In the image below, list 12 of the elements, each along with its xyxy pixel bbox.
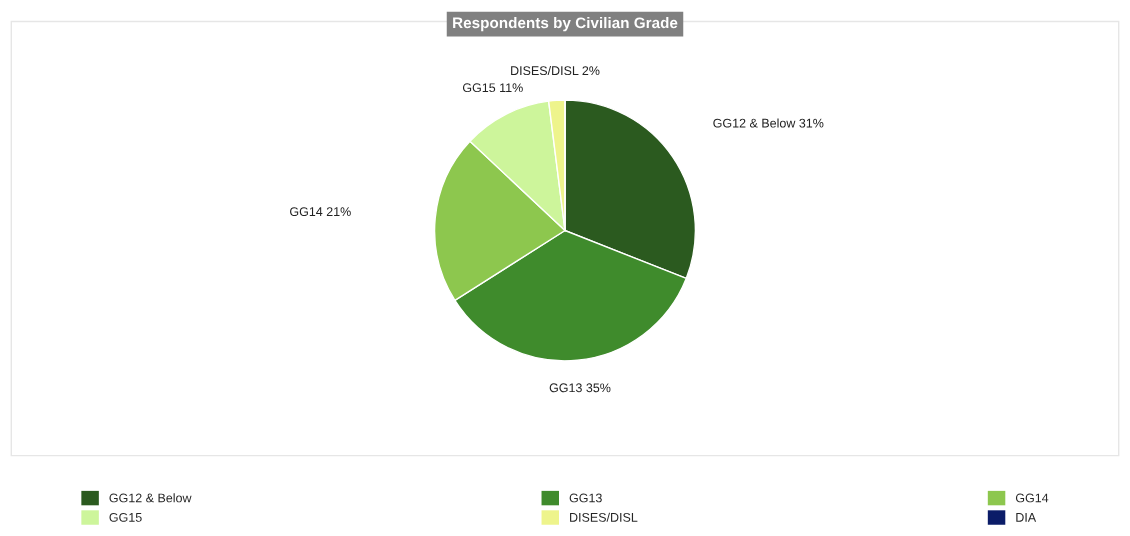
- legend-label: DIA: [1016, 513, 1037, 522]
- data-label: GG14 21%: [290, 207, 351, 217]
- legend-label: GG14: [1015, 493, 1049, 503]
- data-label: GG12 & Below 31%: [713, 118, 824, 128]
- legend-label: GG12 & Below: [109, 493, 192, 503]
- legend-label: DISES/DISL: [570, 512, 638, 522]
- data-label: GG15 11%: [462, 83, 523, 93]
- data-label: DISES/DISL 2%: [511, 65, 600, 76]
- data-label: GG13 35%: [549, 383, 611, 393]
- legend-label: GG13: [569, 493, 602, 503]
- legend-label: GG15: [109, 512, 142, 522]
- chart-title: Respondents by Civilian Grade: [453, 17, 678, 32]
